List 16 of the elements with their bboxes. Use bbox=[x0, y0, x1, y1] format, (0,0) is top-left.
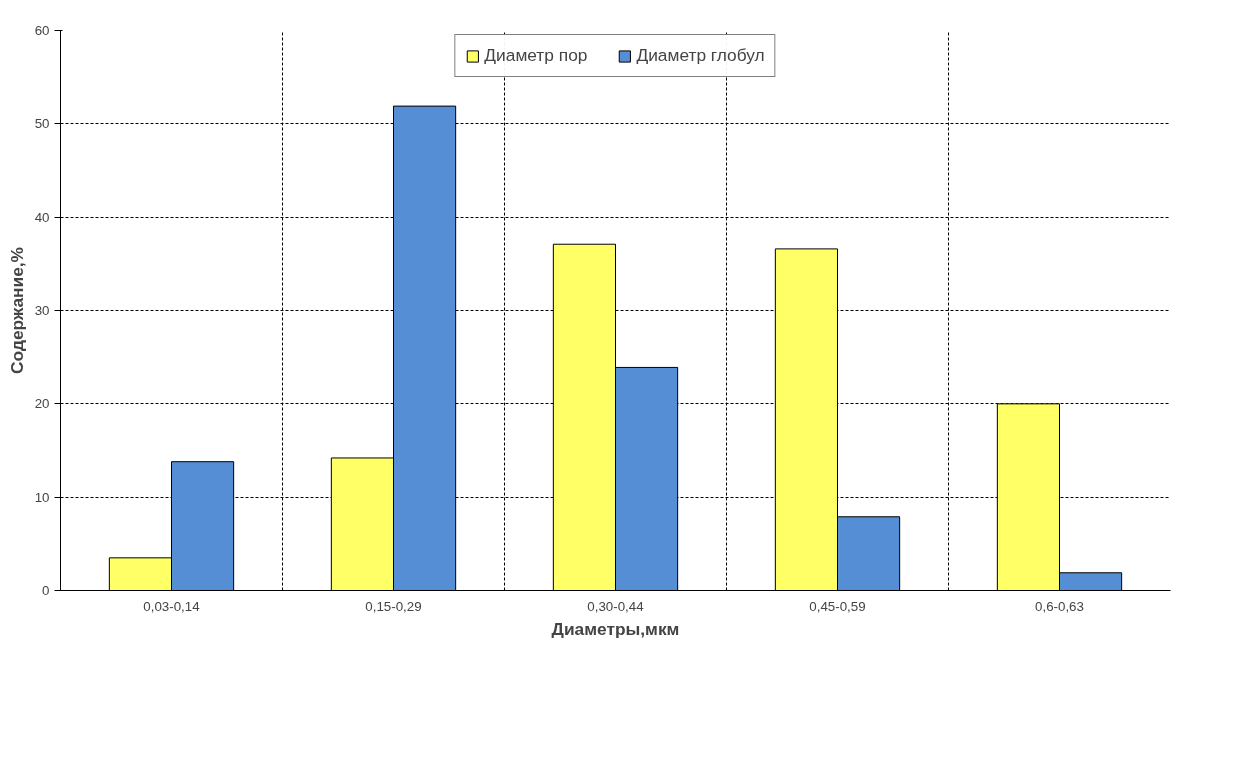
legend-label: Диаметр пор bbox=[484, 45, 588, 66]
x-tick-label: 0,30-0,44 bbox=[587, 598, 645, 614]
legend-label: Диаметр глобул bbox=[636, 45, 765, 66]
y-tick-label: 20 bbox=[34, 396, 50, 412]
x-tick-label: 0,15-0,29 bbox=[365, 598, 422, 614]
y-tick-label: 60 bbox=[34, 23, 50, 38]
y-tick-label: 0 bbox=[42, 583, 50, 598]
y-tick-label: 30 bbox=[34, 303, 50, 318]
x-axis-title: Диаметры,мкм bbox=[551, 618, 680, 639]
y-tick-label: 50 bbox=[34, 116, 50, 132]
x-tick-label: 0,03-0,14 bbox=[143, 598, 201, 614]
x-tick-label: 0,45-0,59 bbox=[809, 598, 866, 614]
x-tick-label: 0,6-0,63 bbox=[1035, 598, 1084, 614]
y-axis-title: Содержание,% bbox=[6, 247, 27, 374]
y-tick-label: 10 bbox=[34, 489, 50, 505]
y-tick-label: 40 bbox=[34, 209, 50, 225]
